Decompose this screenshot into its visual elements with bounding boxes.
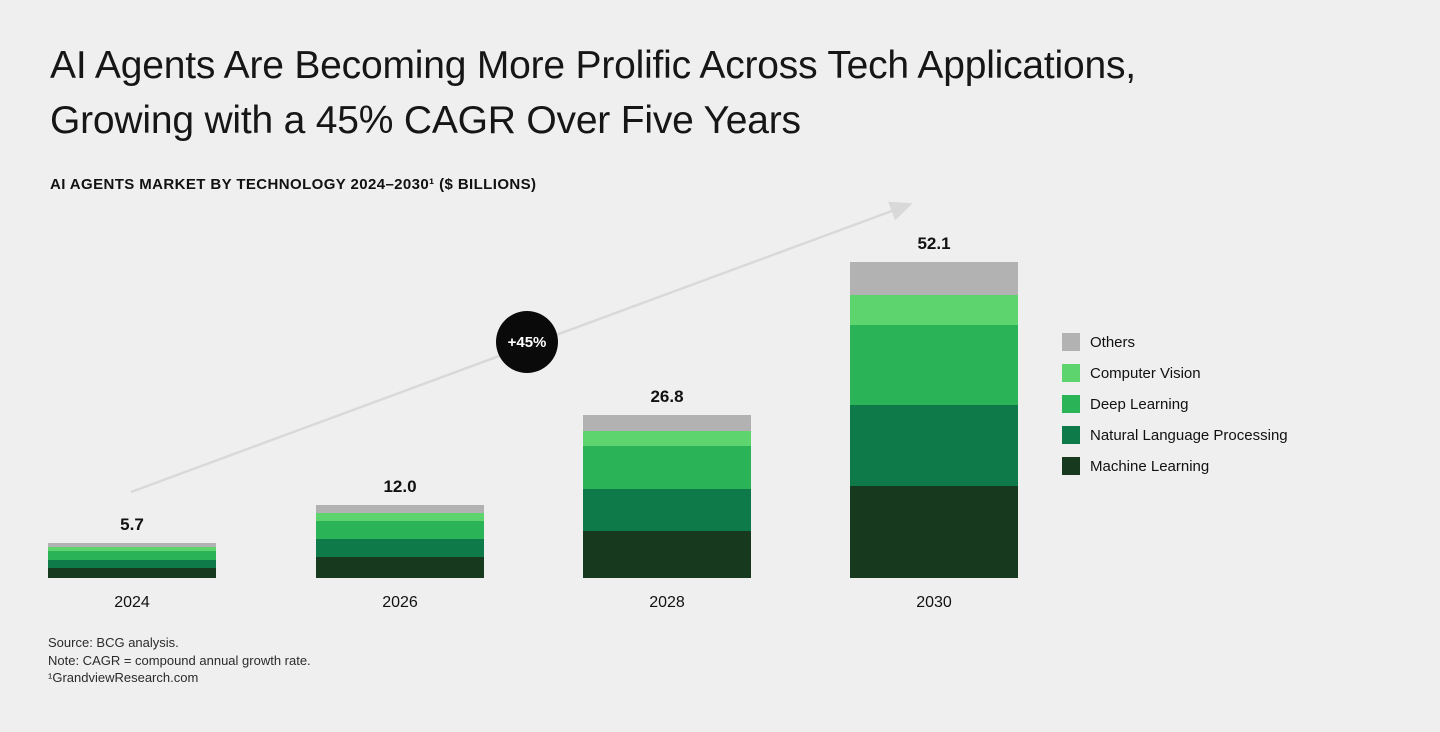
legend-item: Machine Learning [1062,457,1288,475]
chart-legend: Others Computer Vision Deep Learning Natura… [1062,333,1288,488]
bar-segment-others [583,415,751,431]
bar-segment-computer-vision [850,294,1018,325]
reference-note: ¹GrandviewResearch.com [48,670,199,685]
bar-2026: 12.0 2026 [316,477,484,611]
legend-item: Computer Vision [1062,364,1288,382]
legend-swatch [1062,426,1080,444]
bar-segment-deep-learning [850,324,1018,405]
legend-item: Deep Learning [1062,395,1288,413]
bar-segment-natural-language-processing [850,404,1018,487]
bar-segment-others [316,505,484,514]
bar-segment-machine-learning [48,568,216,578]
legend-item: Natural Language Processing [1062,426,1288,444]
bar-segment-machine-learning [850,486,1018,578]
bar-segment-deep-learning [583,446,751,489]
legend-label: Natural Language Processing [1090,426,1288,444]
bar-total-label: 12.0 [383,477,417,497]
legend-item: Others [1062,333,1288,351]
legend-label: Deep Learning [1090,395,1189,413]
bar-total-label: 5.7 [120,515,144,535]
bar-total-label: 52.1 [917,234,951,253]
cagr-badge-label: +45% [507,333,547,351]
bar-segment-computer-vision [316,513,484,522]
legend-label: Others [1090,333,1136,351]
page-title-line2: Growing with a 45% CAGR Over Five Years [50,99,801,142]
bar-2024: 5.7 2024 [48,515,216,611]
bar-segment-deep-learning [48,550,216,560]
bar-segment-natural-language-processing [583,488,751,532]
legend-label: Computer Vision [1090,364,1201,382]
bar-segment-computer-vision [583,430,751,447]
legend-label: Machine Learning [1090,457,1210,475]
bar-segment-machine-learning [316,557,484,578]
bar-2030: 52.1 2030 [850,234,1018,611]
bar-segment-computer-vision [48,547,216,551]
chart-subtitle: AI AGENTS MARKET BY TECHNOLOGY 2024–2030… [50,176,537,193]
bar-segment-deep-learning [316,521,484,540]
bar-segment-natural-language-processing [316,539,484,558]
bar-segment-natural-language-processing [48,559,216,569]
stacked-bar-chart: 5.7 2024 12.0 2026 26.8 2028 52.1 2030 [48,200,1023,611]
x-axis-label: 2026 [382,594,418,611]
legend-swatch [1062,395,1080,413]
bar-segment-others [850,262,1018,295]
x-axis-label: 2024 [114,594,150,611]
bar-segment-others [48,543,216,548]
legend-swatch [1062,333,1080,351]
bar-total-label: 26.8 [650,387,684,407]
cagr-note: Note: CAGR = compound annual growth rate… [48,652,311,668]
x-axis-label: 2030 [916,594,952,611]
bar-segment-machine-learning [583,531,751,578]
legend-swatch [1062,364,1080,382]
x-axis-label: 2028 [649,594,685,611]
page-title: AI Agents Are Becoming More Prolific Acr… [50,38,1136,148]
source-note: Source: BCG analysis. [48,635,179,650]
legend-swatch [1062,457,1080,475]
footnotes: Source: BCG analysis. Note: CAGR = compo… [48,634,311,687]
cagr-badge: +45% [496,311,558,373]
page-title-line1: AI Agents Are Becoming More Prolific Acr… [50,44,1136,87]
bar-2028: 26.8 2028 [583,387,751,611]
